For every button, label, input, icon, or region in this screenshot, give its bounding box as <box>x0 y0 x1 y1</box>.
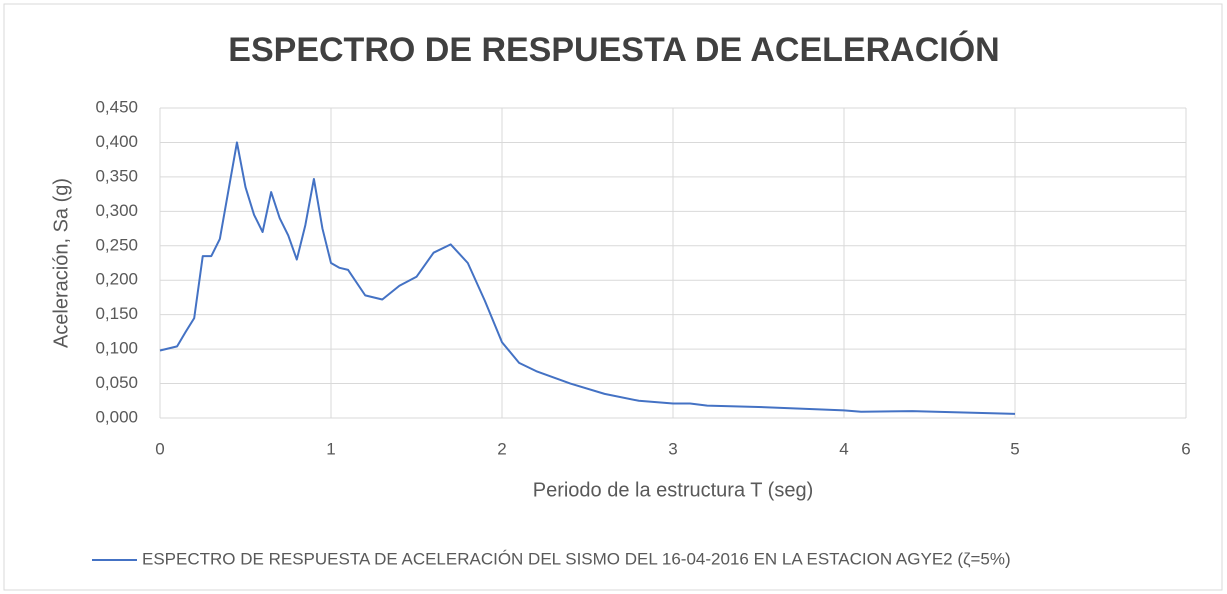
chart-title: ESPECTRO DE RESPUESTA DE ACELERACIÓN <box>228 31 999 69</box>
y-tick-label: 0,300 <box>95 201 138 220</box>
data-line <box>159 141 1016 415</box>
y-tick-label: 0,100 <box>95 339 138 358</box>
y-tick-label: 0,400 <box>95 132 138 151</box>
x-tick-label: 1 <box>326 439 335 458</box>
x-tick-label: 5 <box>1010 439 1019 458</box>
x-tick-label: 2 <box>497 439 506 458</box>
x-tick-label: 0 <box>155 439 164 458</box>
y-tick-label: 0,350 <box>95 166 138 185</box>
y-axis-title: Aceleración, Sa (g) <box>50 178 72 348</box>
y-tick-label: 0,000 <box>95 407 138 426</box>
chart-frame <box>3 3 1223 591</box>
legend-label: ESPECTRO DE RESPUESTA DE ACELERACIÓN DEL… <box>142 549 1011 568</box>
y-tick-label: 0,150 <box>95 304 138 323</box>
x-axis-title: Periodo de la estructura T (seg) <box>533 479 814 501</box>
y-tick-label: 0,250 <box>95 235 138 254</box>
y-tick-label: 0,050 <box>95 373 138 392</box>
y-tick-label: 0,200 <box>95 270 138 289</box>
y-tick-label: 0,450 <box>95 97 138 116</box>
x-tick-label: 6 <box>1181 439 1190 458</box>
x-tick-label: 4 <box>839 439 848 458</box>
x-tick-label: 3 <box>668 439 677 458</box>
